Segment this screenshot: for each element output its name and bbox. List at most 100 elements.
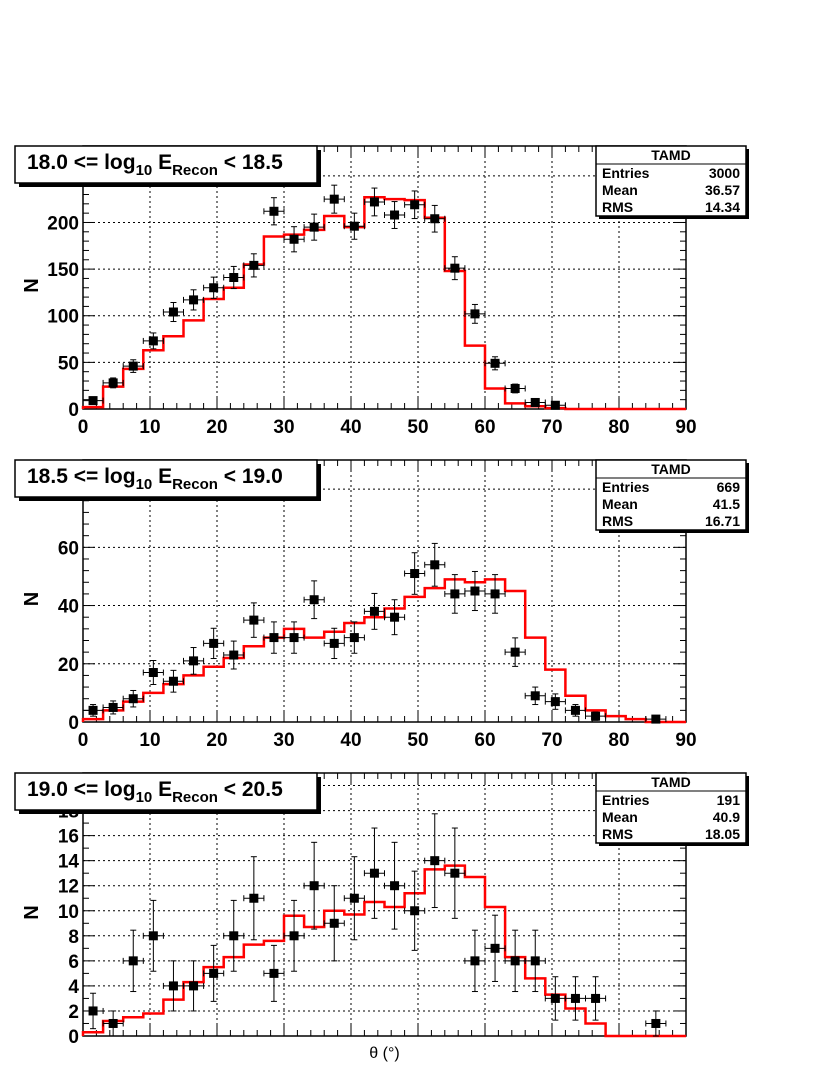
x-tick-label: 30 [273, 417, 294, 438]
data-point [464, 929, 486, 993]
data-point-marker [209, 638, 219, 648]
data-point-marker [349, 893, 359, 903]
data-point-marker [269, 633, 279, 643]
plot-frame [82, 145, 687, 410]
data-point-marker [390, 210, 400, 220]
x-axis: 0 10 20 30 40 50 60 70 80 90 [78, 146, 697, 438]
y-tick-label: 50 [58, 353, 79, 374]
data-point [343, 212, 365, 240]
data-point [283, 899, 305, 972]
data-point [183, 289, 205, 311]
data-point-marker [490, 358, 500, 368]
data-point-marker [229, 273, 239, 282]
title-part-mid: E [152, 778, 172, 801]
stats-name: TAMD [651, 147, 690, 163]
data-point [122, 359, 144, 373]
data-point [504, 637, 526, 667]
x-tick-label: 10 [139, 730, 160, 751]
data-point [323, 885, 345, 962]
data-point [203, 944, 225, 1002]
data-point [544, 976, 566, 1021]
title-part-mid: E [152, 465, 172, 488]
data-point [303, 841, 325, 930]
data-point [223, 640, 245, 670]
data-point-marker [88, 1006, 98, 1016]
data-point-marker [349, 633, 359, 643]
x-tick-label: 20 [206, 730, 227, 751]
data-point-marker [269, 206, 279, 216]
data-point [444, 827, 466, 919]
data-point-marker [390, 612, 400, 622]
x-axis: 0 10 20 30 40 50 60 70 80 90 [78, 460, 697, 751]
stats-value: 191 [717, 792, 741, 808]
x-tick-label: 50 [407, 417, 428, 438]
data-point-marker [450, 868, 460, 878]
x-tick-label: 40 [340, 730, 361, 751]
data-point-marker [651, 714, 661, 724]
title-part-sub2: Recon [172, 162, 218, 179]
data-point-marker [510, 383, 520, 393]
y-axis: 02468101214161820 [58, 772, 686, 1048]
data-point-marker [570, 993, 580, 1003]
data-point [243, 856, 265, 941]
panel-title: 19.0 <= log10 ERecon < 20.5 [27, 778, 283, 806]
data-point [363, 827, 385, 919]
y-tick-label: 100 [47, 307, 79, 328]
x-tick-label: 70 [541, 730, 562, 751]
data-point [122, 689, 144, 708]
data-point-marker [349, 221, 359, 231]
x-tick-label: 90 [675, 730, 696, 751]
panel-title: 18.0 <= log10 ERecon < 18.5 [27, 151, 283, 179]
stats-label: Entries [602, 792, 650, 808]
title-part-main: 18.5 <= log [27, 465, 136, 488]
title-part-sub2: Recon [172, 789, 218, 806]
y-tick-label: 14 [58, 852, 80, 873]
data-point-marker [128, 956, 138, 966]
x-tick-label: 80 [608, 417, 629, 438]
data-point [524, 686, 546, 706]
data-point [142, 660, 164, 686]
data-point-marker [651, 1018, 661, 1028]
x-tick-label: 80 [608, 730, 629, 751]
data-point [323, 184, 345, 214]
panel-title-box: 18.5 <= log10 ERecon < 19.0 [14, 459, 321, 501]
data-point-marker [309, 881, 319, 891]
data-point-marker [148, 931, 158, 941]
data-point [102, 1010, 124, 1037]
x-tick-label: 70 [541, 417, 562, 438]
data-point [263, 944, 285, 1002]
data-point [303, 213, 325, 241]
data-point [263, 197, 285, 226]
data-point [203, 627, 225, 660]
y-tick-label: 40 [58, 597, 79, 618]
data-point [223, 265, 245, 290]
data-point-marker [410, 906, 420, 916]
y-axis-label: N [21, 592, 43, 606]
stats-name: TAMD [651, 461, 690, 477]
data-point-marker [490, 943, 500, 953]
data-point-marker [189, 295, 199, 305]
data-point [162, 669, 184, 693]
title-part-sub1: 10 [136, 789, 153, 806]
data-point [183, 960, 205, 1012]
data-point-marker [148, 668, 158, 678]
panel-title-box: 18.0 <= log10 ERecon < 18.5 [14, 145, 321, 187]
data-point-marker [530, 691, 540, 701]
data-point-marker [189, 981, 199, 991]
data-point [82, 992, 104, 1030]
stats-label: Entries [602, 165, 650, 181]
data-point [203, 276, 225, 299]
data-point-marker [88, 396, 98, 406]
data-point [122, 929, 144, 993]
x-tick-label: 60 [474, 730, 495, 751]
plot-frame [82, 772, 687, 1037]
data-point [384, 599, 406, 636]
data-points [82, 184, 566, 410]
data-point [484, 356, 506, 371]
title-part-sub2: Recon [172, 476, 218, 493]
data-point [363, 187, 385, 217]
data-point-marker [470, 956, 480, 966]
data-point [524, 929, 546, 993]
data-point-marker [329, 918, 339, 928]
